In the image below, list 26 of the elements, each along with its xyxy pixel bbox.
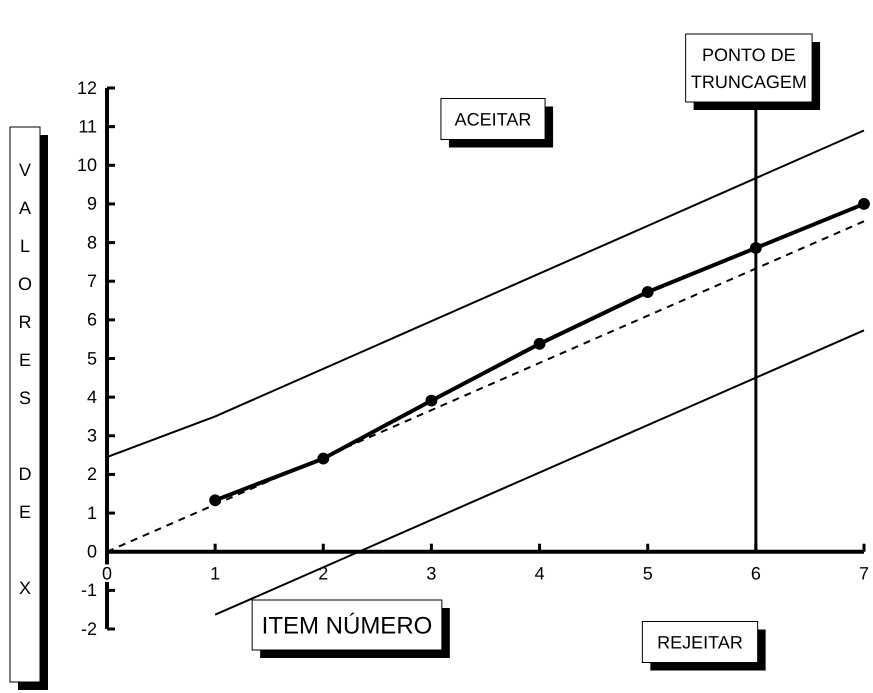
y-tick-label: 9	[86, 194, 97, 214]
x-tick-label: 4	[534, 564, 545, 584]
x-tick-label: 6	[750, 564, 761, 584]
y-tick-label: 1	[86, 502, 97, 523]
y-tick-label: 3	[86, 426, 97, 446]
x-tick-label: 1	[210, 564, 220, 584]
text: REJEITAR	[657, 632, 743, 652]
y-tick-label: 10	[76, 155, 97, 176]
x-axis-title: ITEM NÚMERO	[262, 612, 432, 640]
y-tick-label: 11	[78, 116, 97, 136]
y-tick-label: 8	[86, 232, 97, 252]
x-tick-label: 3	[426, 564, 436, 584]
y-tick-label: -1	[80, 580, 97, 600]
y-tick-label: 2	[86, 464, 97, 484]
x-tick-label: 5	[642, 564, 653, 584]
y-tick-label: 0	[86, 541, 97, 562]
y-tick-label: 5	[86, 348, 97, 368]
y-tick-label: -2	[80, 618, 97, 639]
y-tick-label: 7	[86, 270, 97, 291]
ref-line-label: PONTO DE TRUNCAGEM	[690, 44, 807, 92]
y-tick-label: 6	[86, 310, 97, 330]
y-axis-title: VALORES DE X	[15, 160, 35, 616]
y-tick-label: 4	[86, 386, 97, 407]
annotation: ACEITAR	[454, 109, 532, 130]
y-tick-label: 12	[76, 78, 97, 98]
x-tick-label: 7	[858, 564, 870, 584]
